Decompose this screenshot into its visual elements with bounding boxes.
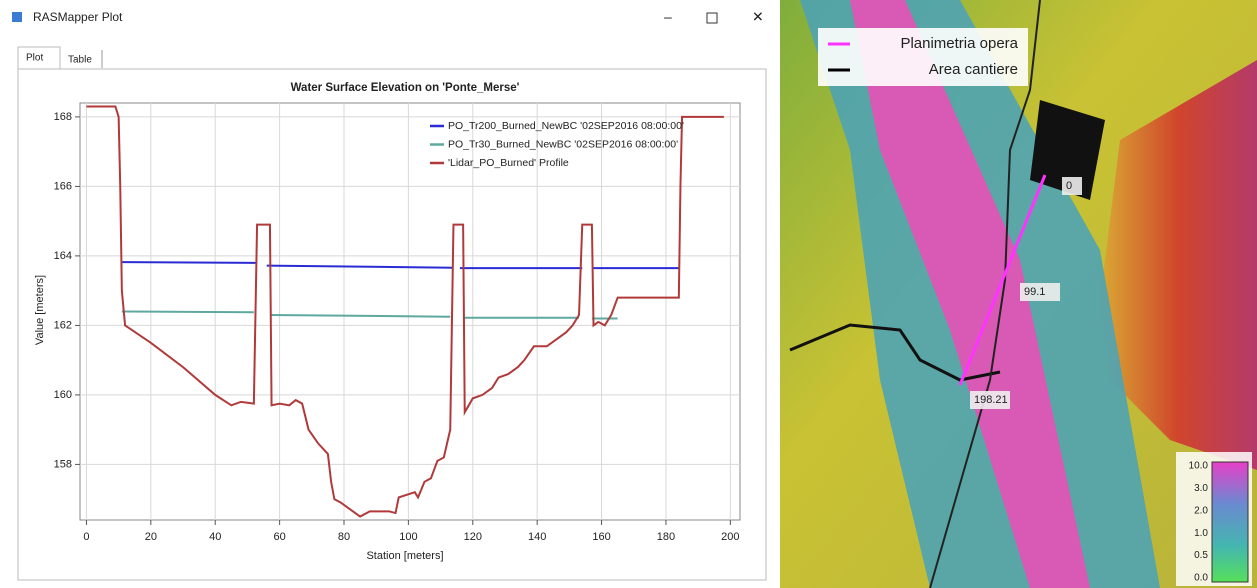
- x-tick-label: 200: [721, 531, 739, 543]
- x-tick-label: 20: [145, 531, 157, 543]
- tab-label[interactable]: Table: [68, 55, 92, 66]
- x-tick-label: 160: [592, 531, 610, 543]
- x-tick-label: 80: [338, 531, 350, 543]
- x-tick-label: 60: [273, 531, 285, 543]
- colorbar-label: 0.5: [1194, 550, 1208, 561]
- chart-title: Water Surface Elevation on 'Ponte_Merse': [291, 82, 520, 94]
- y-tick-label: 160: [54, 389, 72, 401]
- y-axis-label: Value [meters]: [34, 275, 46, 345]
- window-title: RASMapper Plot: [33, 10, 123, 24]
- colorbar-label: 0.0: [1194, 573, 1208, 584]
- tab-label[interactable]: Plot: [26, 53, 43, 64]
- colorbar-label: 1.0: [1194, 528, 1208, 539]
- y-tick-label: 166: [54, 180, 72, 192]
- map: Planimetria opera Area cantiere 0 99.1 198.2…: [780, 0, 1257, 588]
- x-axis-label: Station [meters]: [366, 550, 443, 562]
- y-tick-label: 168: [54, 111, 72, 123]
- colorbar-label: 3.0: [1194, 483, 1208, 494]
- station-label: 0: [1066, 180, 1072, 192]
- x-tick-label: 120: [464, 531, 482, 543]
- x-tick-label: 0: [83, 531, 89, 543]
- legend-label: Planimetria opera: [900, 35, 1018, 52]
- legend-label: Area cantiere: [929, 61, 1018, 78]
- colorbar: [1212, 462, 1248, 582]
- colorbar-label: 10.0: [1189, 461, 1209, 472]
- legend-label: PO_Tr200_Burned_NewBC '02SEP2016 08:00:0…: [448, 120, 684, 132]
- y-tick-label: 162: [54, 319, 72, 331]
- x-tick-label: 140: [528, 531, 546, 543]
- y-tick-label: 164: [54, 250, 72, 262]
- x-tick-label: 40: [209, 531, 221, 543]
- colorbar-label: 2.0: [1194, 505, 1208, 516]
- screen: RASMapper Plot – ✕ Plot Table Water Surf…: [0, 0, 1257, 588]
- station-label: 198.21: [974, 394, 1008, 406]
- x-tick-label: 100: [399, 531, 417, 543]
- y-tick-label: 158: [54, 458, 72, 470]
- station-label: 99.1: [1024, 286, 1045, 298]
- minimize[interactable]: –: [664, 9, 672, 25]
- close[interactable]: ✕: [752, 9, 764, 25]
- legend-label: 'Lidar_PO_Burned' Profile: [448, 157, 569, 169]
- legend-label: PO_Tr30_Burned_NewBC '02SEP2016 08:00:00…: [448, 138, 678, 150]
- app-icon: [12, 12, 22, 22]
- x-tick-label: 180: [657, 531, 675, 543]
